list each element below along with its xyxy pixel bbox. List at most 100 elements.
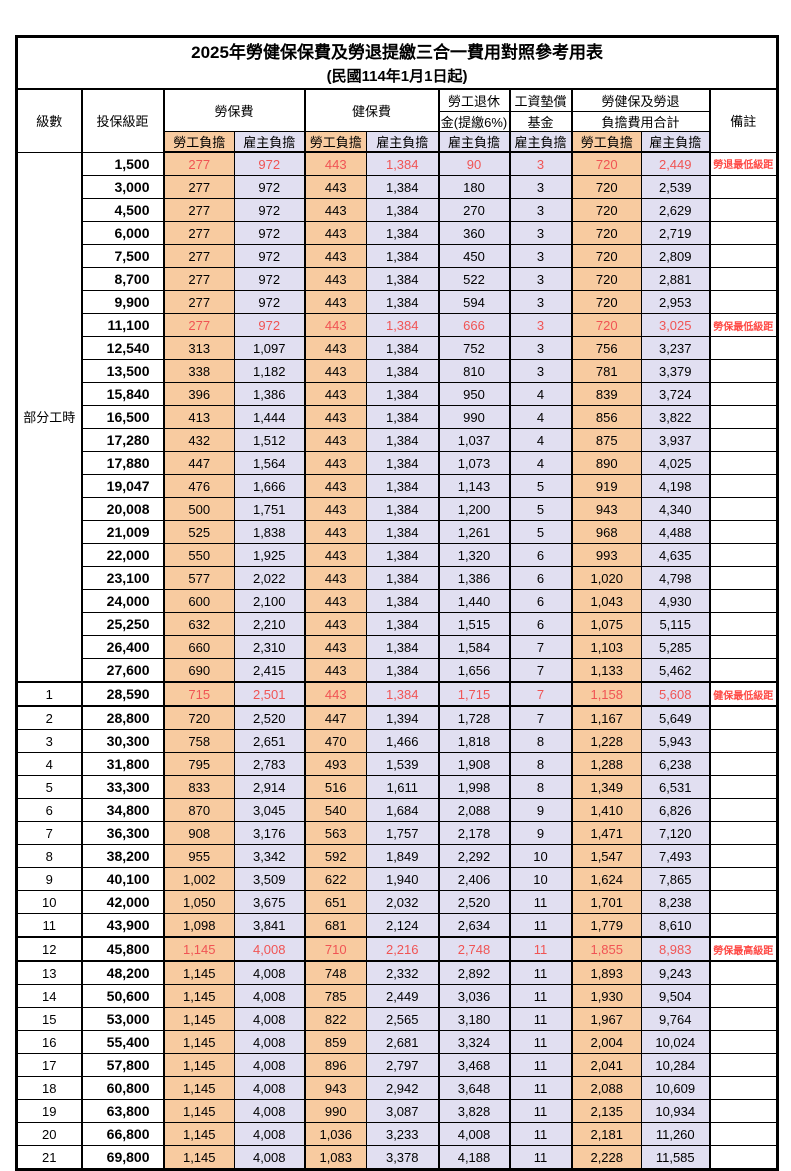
pension-employer-cell: 4,008 bbox=[437, 1122, 510, 1146]
labor-ins-employer-cell: 3,509 bbox=[234, 867, 305, 891]
health-ins-employer-cell: 2,124 bbox=[366, 913, 439, 938]
total-employee-cell: 943 bbox=[570, 497, 642, 521]
table-row: 21,009 525 1,838 443 1,384 1,261 5 968 4,488 bbox=[17, 520, 779, 544]
labor-ins-employee-cell: 277 bbox=[162, 198, 235, 222]
bracket-cell: 3,000 bbox=[80, 175, 164, 199]
health-ins-employer-cell: 2,681 bbox=[366, 1030, 439, 1054]
part-time-group-cell: 部分工時 bbox=[16, 151, 82, 683]
total-employee-cell: 1,288 bbox=[570, 752, 642, 776]
pension-employer-cell: 1,515 bbox=[437, 612, 510, 636]
total-employee-cell: 720 bbox=[570, 244, 642, 268]
labor-ins-employer-cell: 4,008 bbox=[234, 1145, 305, 1170]
bracket-cell: 55,400 bbox=[80, 1030, 164, 1054]
table-row: 19,047 476 1,666 443 1,384 1,143 5 919 4,198 bbox=[17, 474, 779, 498]
labor-ins-employee-cell: 1,145 bbox=[162, 1145, 235, 1170]
total-employee-cell: 1,701 bbox=[570, 890, 642, 914]
pension-employer-cell: 1,320 bbox=[437, 543, 510, 567]
total-employee-cell: 756 bbox=[570, 336, 642, 360]
labor-ins-employer-cell: 1,666 bbox=[234, 474, 305, 498]
total-employee-cell: 2,228 bbox=[570, 1145, 642, 1170]
bracket-cell: 38,200 bbox=[80, 844, 164, 868]
total-employee-cell: 2,135 bbox=[570, 1099, 642, 1123]
labor-ins-employee-cell: 277 bbox=[162, 313, 235, 337]
remark-cell bbox=[708, 612, 779, 636]
wage-fund-employer-cell: 9 bbox=[508, 821, 572, 845]
labor-ins-employee-cell: 715 bbox=[162, 681, 235, 707]
total-employer-cell: 9,764 bbox=[641, 1007, 710, 1031]
bracket-cell: 17,280 bbox=[80, 428, 164, 452]
remark-cell bbox=[708, 775, 779, 799]
pension-employer-cell: 1,715 bbox=[437, 681, 510, 707]
header-level: 級數 bbox=[16, 88, 82, 153]
wage-fund-employer-cell: 6 bbox=[508, 543, 572, 567]
header-total-employer-share: 雇主負擔 bbox=[641, 131, 710, 153]
health-ins-employer-cell: 1,384 bbox=[366, 658, 439, 683]
health-ins-employee-cell: 540 bbox=[303, 798, 367, 822]
labor-ins-employer-cell: 972 bbox=[234, 198, 305, 222]
pension-employer-cell: 1,440 bbox=[437, 589, 510, 613]
labor-ins-employee-cell: 600 bbox=[162, 589, 235, 613]
labor-ins-employee-cell: 758 bbox=[162, 729, 235, 753]
pension-employer-cell: 666 bbox=[437, 313, 510, 337]
table-row: 6,000 277 972 443 1,384 360 3 720 2,719 bbox=[17, 221, 779, 245]
level-cell: 6 bbox=[16, 798, 82, 822]
health-ins-employee-cell: 681 bbox=[303, 913, 367, 938]
labor-ins-employee-cell: 396 bbox=[162, 382, 235, 406]
bracket-cell: 66,800 bbox=[80, 1122, 164, 1146]
labor-ins-employee-cell: 447 bbox=[162, 451, 235, 475]
remark-cell bbox=[708, 336, 779, 360]
bracket-cell: 22,000 bbox=[80, 543, 164, 567]
table-row: 19 63,800 1,145 4,008 990 3,087 3,828 11 2,135 10… bbox=[16, 1099, 779, 1123]
table-row: 16,500 413 1,444 443 1,384 990 4 856 3,822 bbox=[17, 405, 779, 429]
bracket-cell: 11,100 bbox=[80, 313, 164, 337]
total-employee-cell: 1,547 bbox=[570, 844, 642, 868]
remark-cell bbox=[708, 198, 779, 222]
table-row: 15 53,000 1,145 4,008 822 2,565 3,180 11 1,967 9,… bbox=[16, 1007, 779, 1031]
health-ins-employer-cell: 2,565 bbox=[366, 1007, 439, 1031]
bracket-cell: 50,600 bbox=[80, 984, 164, 1008]
wage-fund-employer-cell: 7 bbox=[508, 705, 572, 730]
total-employer-cell: 3,237 bbox=[641, 336, 710, 360]
pension-employer-cell: 810 bbox=[437, 359, 510, 383]
total-employee-cell: 720 bbox=[570, 151, 642, 176]
level-cell: 19 bbox=[16, 1099, 82, 1123]
level-cell: 16 bbox=[16, 1030, 82, 1054]
table-row: 15,840 396 1,386 443 1,384 950 4 839 3,724 bbox=[17, 382, 779, 406]
table-row: 13 48,200 1,145 4,008 748 2,332 2,892 11 1,893 9,… bbox=[16, 960, 779, 985]
labor-ins-employee-cell: 476 bbox=[162, 474, 235, 498]
wage-fund-employer-cell: 7 bbox=[508, 681, 572, 707]
level-cell: 20 bbox=[16, 1122, 82, 1146]
wage-fund-employer-cell: 3 bbox=[508, 198, 572, 222]
labor-ins-employee-cell: 1,145 bbox=[162, 1076, 235, 1100]
table-row: 20 66,800 1,145 4,008 1,036 3,233 4,008 11 2,181… bbox=[16, 1122, 779, 1146]
total-employer-cell: 6,531 bbox=[641, 775, 710, 799]
total-employer-cell: 3,025 bbox=[641, 313, 710, 337]
bracket-cell: 63,800 bbox=[80, 1099, 164, 1123]
health-ins-employer-cell: 1,384 bbox=[366, 151, 439, 176]
table-row: 部分工時 1,500 277 972 443 1,384 90 3 720 2,449 勞退最低級距 bbox=[16, 151, 779, 683]
health-ins-employer-cell: 1,384 bbox=[366, 520, 439, 544]
bracket-cell: 23,100 bbox=[80, 566, 164, 590]
health-ins-employee-cell: 651 bbox=[303, 890, 367, 914]
health-ins-employee-cell: 443 bbox=[303, 681, 367, 707]
total-employee-cell: 1,103 bbox=[570, 635, 642, 659]
table-row: 17,880 447 1,564 443 1,384 1,073 4 890 4,025 bbox=[17, 451, 779, 475]
bracket-cell: 69,800 bbox=[80, 1145, 164, 1170]
header-total-line2: 負擔費用合計 bbox=[570, 111, 710, 132]
table-title-cell: 2025年勞健保保費及勞退提繳三合一費用對照參考用表 (民國114年1月1日起) bbox=[15, 36, 779, 90]
total-employee-cell: 720 bbox=[570, 221, 642, 245]
wage-fund-employer-cell: 11 bbox=[508, 1076, 572, 1100]
pension-employer-cell: 1,584 bbox=[437, 635, 510, 659]
health-ins-employer-cell: 1,384 bbox=[366, 382, 439, 406]
total-employer-cell: 5,115 bbox=[641, 612, 710, 636]
total-employee-cell: 1,779 bbox=[570, 913, 642, 938]
remark-cell bbox=[708, 658, 779, 683]
total-employer-cell: 10,024 bbox=[641, 1030, 710, 1054]
remark-cell bbox=[708, 474, 779, 498]
remark-cell bbox=[708, 175, 779, 199]
bracket-cell: 25,250 bbox=[80, 612, 164, 636]
level-cell: 13 bbox=[16, 960, 82, 985]
table-body: 部分工時 1,500 277 972 443 1,384 90 3 720 2,449 勞退最低級距… bbox=[16, 151, 779, 1170]
total-employer-cell: 8,238 bbox=[641, 890, 710, 914]
bracket-cell: 15,840 bbox=[80, 382, 164, 406]
